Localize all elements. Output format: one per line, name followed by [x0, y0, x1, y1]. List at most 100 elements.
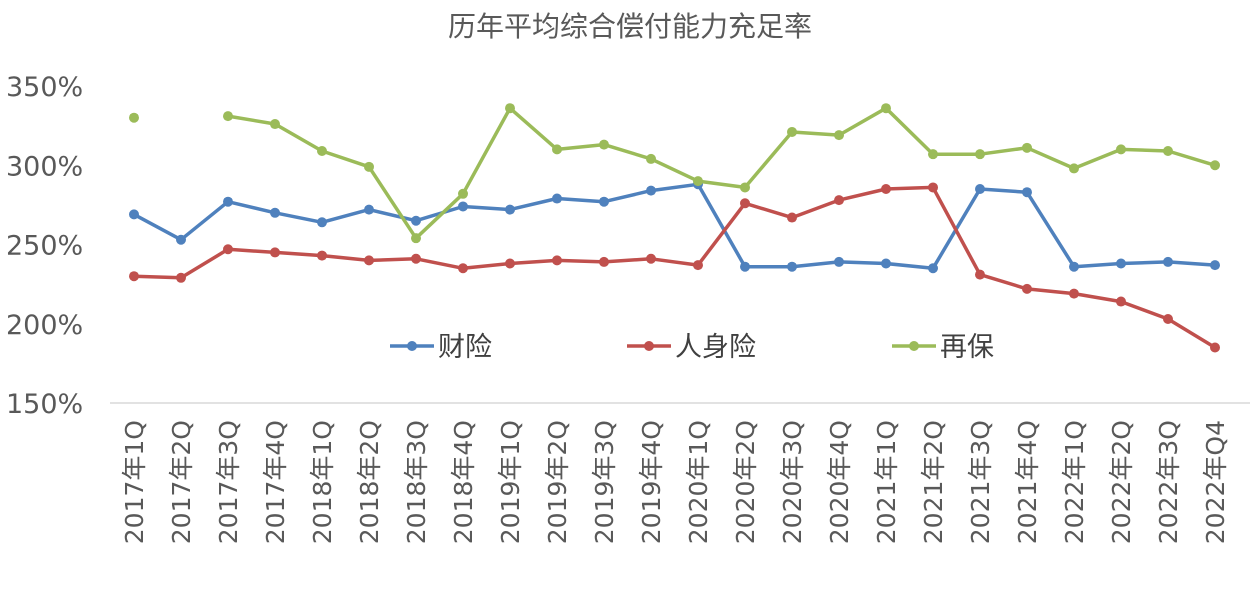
x-tick-label: 2017年2Q — [167, 420, 196, 544]
x-tick-label: 2021年3Q — [966, 420, 995, 544]
legend: 财险 人身险 再保 — [390, 332, 994, 363]
x-tick-label: 2017年4Q — [261, 420, 290, 544]
data-point — [223, 111, 233, 122]
x-tick-label: 2022年2Q — [1107, 420, 1136, 544]
data-point — [317, 250, 327, 261]
y-axis: 150% 200% 250% 300% 350% — [6, 72, 83, 420]
x-axis: 2017年1Q 2017年2Q 2017年3Q 2017年4Q 2018年1Q 2018年… — [120, 420, 1230, 544]
data-point — [599, 196, 609, 207]
data-point — [458, 188, 468, 199]
legend-item: 再保 — [892, 332, 994, 363]
chart-title: 历年平均综合偿付能力充足率 — [448, 10, 812, 43]
x-tick-label: 2017年3Q — [214, 420, 243, 544]
data-point — [505, 258, 515, 269]
data-point — [881, 184, 891, 195]
data-point — [646, 185, 656, 196]
series-2 — [129, 182, 1220, 353]
data-point — [176, 234, 186, 245]
data-point — [740, 182, 750, 193]
data-point — [411, 233, 421, 244]
series-line — [226, 106, 1217, 240]
series-layer — [129, 103, 1220, 353]
data-point — [975, 149, 985, 160]
data-point — [129, 271, 139, 282]
data-point — [1116, 258, 1126, 269]
data-point — [928, 149, 938, 160]
x-tick-label: 2022年Q4 — [1201, 420, 1230, 544]
data-point — [1210, 260, 1220, 271]
x-tick-label: 2022年1Q — [1060, 420, 1089, 544]
data-point — [834, 195, 844, 206]
x-tick-label: 2020年1Q — [684, 420, 713, 544]
data-point — [552, 255, 562, 266]
data-point — [646, 153, 656, 164]
x-tick-label: 2017年1Q — [120, 420, 149, 544]
data-point — [129, 209, 139, 220]
x-tick-label: 2021年4Q — [1013, 420, 1042, 544]
data-point — [1022, 187, 1032, 198]
legend-item: 人身险 — [627, 332, 756, 363]
data-point — [787, 126, 797, 137]
data-point — [223, 196, 233, 207]
y-tick-label: 300% — [6, 151, 83, 182]
data-point — [1069, 288, 1079, 299]
data-point — [834, 256, 844, 267]
data-point — [975, 184, 985, 195]
data-point — [834, 130, 844, 141]
data-point — [1116, 296, 1126, 307]
x-tick-label: 2018年1Q — [308, 420, 337, 544]
data-point — [458, 263, 468, 274]
x-tick-label: 2018年3Q — [402, 420, 431, 544]
data-point — [364, 255, 374, 266]
data-point — [270, 207, 280, 218]
data-point — [787, 212, 797, 223]
data-point — [1022, 142, 1032, 153]
data-point — [1116, 144, 1126, 155]
data-point — [599, 256, 609, 267]
x-tick-label: 2021年1Q — [872, 420, 901, 544]
data-point — [270, 247, 280, 258]
legend-marker — [407, 341, 417, 351]
x-tick-label: 2021年2Q — [919, 420, 948, 544]
legend-label: 再保 — [940, 332, 994, 363]
data-point — [552, 144, 562, 155]
x-tick-label: 2018年4Q — [449, 420, 478, 544]
data-point — [364, 204, 374, 215]
x-tick-label: 2020年3Q — [778, 420, 807, 544]
data-point — [317, 217, 327, 228]
data-point — [129, 112, 139, 123]
x-tick-label: 2019年3Q — [590, 420, 619, 544]
data-point — [1069, 163, 1079, 174]
data-point — [176, 272, 186, 283]
data-point — [505, 103, 515, 114]
y-tick-label: 200% — [6, 310, 83, 341]
data-point — [270, 119, 280, 130]
data-point — [1069, 261, 1079, 272]
y-tick-label: 250% — [6, 231, 83, 262]
data-point — [223, 244, 233, 255]
data-point — [1163, 313, 1173, 324]
data-point — [317, 145, 327, 156]
legend-marker — [644, 341, 654, 351]
y-tick-label: 350% — [6, 72, 83, 103]
legend-label: 人身险 — [675, 332, 756, 363]
data-point — [787, 261, 797, 272]
data-point — [693, 176, 703, 187]
data-point — [552, 193, 562, 204]
series-3 — [129, 103, 1220, 244]
data-point — [599, 139, 609, 150]
data-point — [505, 204, 515, 215]
data-point — [1210, 160, 1220, 171]
x-tick-label: 2019年4Q — [637, 420, 666, 544]
data-point — [458, 201, 468, 212]
data-point — [881, 103, 891, 114]
data-point — [411, 215, 421, 226]
data-point — [975, 269, 985, 280]
data-point — [740, 198, 750, 209]
legend-marker — [909, 341, 919, 351]
data-point — [928, 182, 938, 193]
data-point — [1022, 283, 1032, 294]
x-tick-label: 2019年1Q — [496, 420, 525, 544]
x-tick-label: 2022年3Q — [1154, 420, 1183, 544]
data-point — [646, 253, 656, 264]
